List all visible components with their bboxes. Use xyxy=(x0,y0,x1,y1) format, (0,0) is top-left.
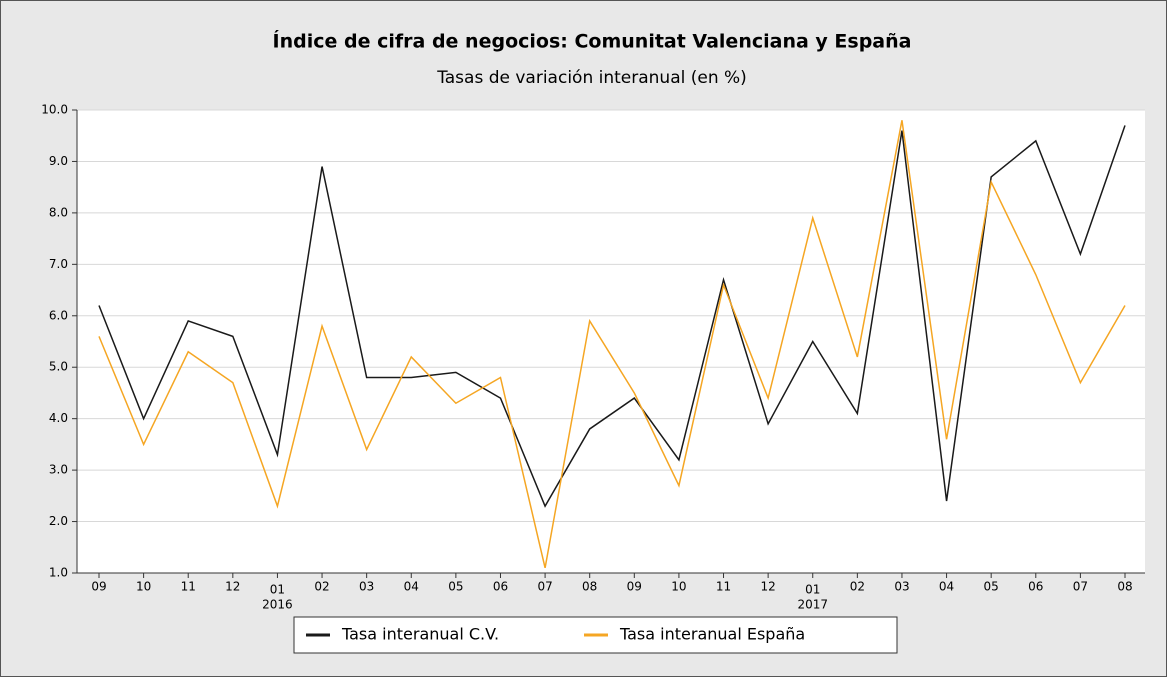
x-tick-label: 10 xyxy=(136,580,151,594)
x-tick-label: 01 xyxy=(805,583,820,597)
series-line xyxy=(98,120,1126,569)
x-tick-label: 09 xyxy=(627,580,642,594)
y-tick-label: 3.0 xyxy=(49,463,68,477)
x-year-label: 2016 xyxy=(262,598,293,612)
x-tick-label: 11 xyxy=(716,580,731,594)
legend-label: Tasa interanual España xyxy=(619,625,805,644)
x-tick-label: 02 xyxy=(850,580,865,594)
chart-subtitle: Tasas de variación interanual (en %) xyxy=(436,68,747,88)
x-tick-label: 01 xyxy=(270,583,285,597)
y-tick-label: 10.0 xyxy=(41,103,68,117)
legend-label: Tasa interanual C.V. xyxy=(341,625,499,644)
y-tick-label: 1.0 xyxy=(49,566,68,580)
y-tick-label: 2.0 xyxy=(49,514,68,528)
legend: Tasa interanual C.V. Tasa interanual Espa… xyxy=(293,616,898,654)
x-tick-label: 06 xyxy=(493,580,508,594)
x-tick-label: 06 xyxy=(1028,580,1043,594)
chart-title: Índice de cifra de negocios: Comunitat V… xyxy=(273,30,912,53)
x-tick-label: 12 xyxy=(225,580,240,594)
x-tick-label: 08 xyxy=(1117,580,1132,594)
x-tick-label: 05 xyxy=(448,580,463,594)
x-tick-label: 09 xyxy=(91,580,106,594)
x-tick-label: 12 xyxy=(760,580,775,594)
x-tick-label: 04 xyxy=(939,580,954,594)
x-tick-label: 11 xyxy=(181,580,196,594)
y-tick-label: 4.0 xyxy=(49,411,68,425)
x-tick-label: 03 xyxy=(359,580,374,594)
x-year-label: 2017 xyxy=(797,598,828,612)
plot-area xyxy=(77,110,1145,573)
y-tick-label: 5.0 xyxy=(49,360,68,374)
x-tick-label: 03 xyxy=(894,580,909,594)
y-tick-label: 6.0 xyxy=(49,308,68,322)
x-tick-label: 07 xyxy=(537,580,552,594)
y-tick-label: 9.0 xyxy=(49,154,68,168)
x-tick-label: 08 xyxy=(582,580,597,594)
x-tick-label: 04 xyxy=(404,580,419,594)
x-tick-label: 07 xyxy=(1073,580,1088,594)
y-tick-label: 7.0 xyxy=(49,257,68,271)
y-tick-label: 8.0 xyxy=(49,205,68,219)
x-tick-label: 02 xyxy=(314,580,329,594)
series-line xyxy=(98,125,1126,508)
x-tick-label: 10 xyxy=(671,580,686,594)
x-tick-label: 05 xyxy=(984,580,999,594)
